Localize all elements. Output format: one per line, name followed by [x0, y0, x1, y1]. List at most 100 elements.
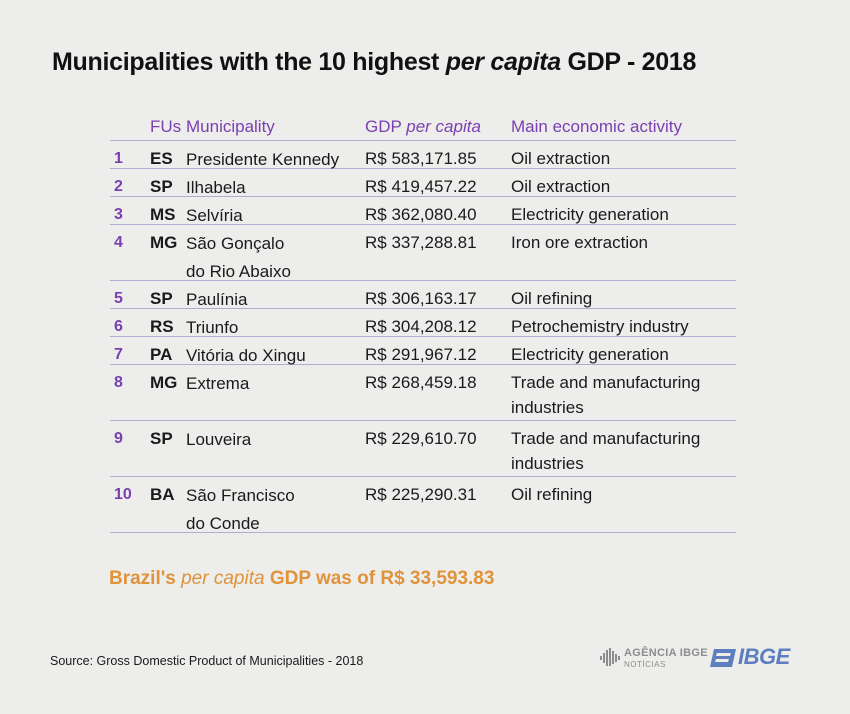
table-row: 6 RS R$ 304,208.12 Triunfo Petrochemistry in…	[110, 309, 736, 337]
municipality-cell-line: Vitória do Xingu	[186, 346, 306, 365]
activity-cell-line: Electricity generation	[511, 345, 669, 364]
gdp-cell: R$ 225,290.31	[365, 485, 477, 504]
municipality-cell: Paulínia	[186, 286, 247, 314]
fu-cell: MG	[150, 233, 178, 252]
fu-cell: SP	[150, 177, 173, 196]
activity-cell-line: Trade and manufacturing	[511, 373, 701, 392]
rank-cell: 6	[114, 318, 123, 335]
table-row: 10 BA R$ 225,290.31 São Francisco do Conde Oi…	[110, 477, 736, 533]
agencia-logo-subtext: NOTÍCIAS	[624, 660, 666, 669]
agencia-bars-icon	[600, 648, 620, 666]
municipality-cell: Vitória do Xingu	[186, 342, 306, 370]
activity-cell: Electricity generation	[511, 202, 669, 227]
fu-cell: ES	[150, 149, 173, 168]
municipality-cell-line: Extrema	[186, 374, 250, 393]
gdp-cell: R$ 268,459.18	[365, 373, 477, 392]
rank-cell: 4	[114, 234, 123, 251]
fu-cell: SP	[150, 429, 173, 448]
activity-cell-line: Oil extraction	[511, 177, 611, 196]
title-italic: per capita	[445, 48, 561, 76]
gdp-cell: R$ 583,171.85	[365, 149, 477, 168]
fu-cell: PA	[150, 345, 173, 364]
municipality-cell: Presidente Kennedy	[186, 146, 339, 174]
table-row: 5 SP R$ 306,163.17 Paulínia Oil refining	[110, 281, 736, 309]
municipality-cell-line: Triunfo	[186, 318, 239, 337]
rank-cell: 3	[114, 206, 123, 223]
gdp-cell: R$ 362,080.40	[365, 205, 477, 224]
activity-cell: Oil extraction	[511, 174, 610, 199]
table-row: 8 MG R$ 268,459.18 Extrema Trade and manufac…	[110, 365, 736, 421]
summary-text-end: GDP was of R$ 33,593.83	[264, 568, 495, 589]
municipality-cell: Selvíria	[186, 202, 243, 230]
municipality-cell-line: Paulínia	[186, 290, 248, 309]
fu-cell: MG	[150, 373, 178, 392]
activity-cell-line: Iron ore extraction	[511, 233, 649, 252]
municipality-cell-line: do Rio Abaixo	[186, 262, 291, 281]
table-row: 9 SP R$ 229,610.70 Louveira Trade and manufa…	[110, 421, 736, 477]
rank-cell: 5	[114, 290, 123, 307]
gdp-cell: R$ 306,163.17	[365, 289, 477, 308]
table-body: 1 ES R$ 583,171.85 Presidente Kennedy Oil ex…	[110, 141, 736, 533]
activity-cell-line: Electricity generation	[511, 205, 669, 224]
chart-title: Municipalities with the 10 highest per c…	[52, 48, 696, 77]
table-header: FUs Municipality GDP per capita Main eco…	[110, 112, 736, 141]
ibge-mark-icon	[710, 649, 736, 667]
municipality-cell: Ilhabela	[186, 174, 246, 202]
fu-cell: RS	[150, 317, 174, 336]
activity-cell: Trade and manufacturing industries	[511, 426, 700, 476]
gdp-cell: R$ 304,208.12	[365, 317, 477, 336]
ibge-logo-text: IBGE	[738, 644, 790, 669]
activity-cell: Oil refining	[511, 482, 592, 507]
activity-cell: Trade and manufacturing industries	[511, 370, 700, 420]
activity-cell-line: Oil refining	[511, 485, 593, 504]
activity-cell: Iron ore extraction	[511, 230, 648, 255]
municipality-cell: São Francisco do Conde	[186, 482, 295, 538]
municipality-cell-line: Ilhabela	[186, 178, 246, 197]
table-row: 4 MG R$ 337,288.81 São Gonçalo do Rio Abaixo…	[110, 225, 736, 281]
gdp-table: FUs Municipality GDP per capita Main eco…	[110, 112, 736, 533]
header-fus: FUs	[150, 117, 182, 136]
agencia-ibge-logo: AGÊNCIA IBGE NOTÍCIAS	[600, 645, 708, 671]
header-gdp: GDP per capita	[365, 117, 481, 137]
table-row: 3 MS R$ 362,080.40 Selvíria Electricity gene…	[110, 197, 736, 225]
title-text: Municipalities with the 10 highest	[52, 48, 446, 76]
municipality-cell: Louveira	[186, 426, 251, 454]
summary-text: Brazil's	[109, 568, 182, 589]
fu-cell: MS	[150, 205, 176, 224]
fu-cell: BA	[150, 485, 175, 504]
fu-cell: SP	[150, 289, 173, 308]
table-row: 7 PA R$ 291,967.12 Vitória do Xingu Electric…	[110, 337, 736, 365]
header-municipality: Municipality	[186, 117, 275, 136]
rank-cell: 2	[114, 178, 123, 195]
municipality-cell-line: São Francisco	[186, 486, 295, 505]
municipality-cell-line: São Gonçalo	[186, 234, 285, 253]
activity-cell-line: Petrochemistry industry	[511, 317, 689, 336]
table-row: 1 ES R$ 583,171.85 Presidente Kennedy Oil ex…	[110, 141, 736, 169]
header-gdp-italic: per capita	[406, 117, 481, 136]
rank-cell: 8	[114, 374, 123, 391]
municipality-cell-line: Selvíria	[186, 206, 243, 225]
municipality-cell-line: do Conde	[186, 514, 260, 533]
activity-cell: Oil extraction	[511, 146, 610, 171]
summary-italic: per capita	[181, 568, 265, 589]
header-gdp-prefix: GDP	[365, 117, 407, 136]
source-note: Source: Gross Domestic Product of Munici…	[50, 654, 364, 668]
brazil-summary: Brazil's per capita GDP was of R$ 33,593…	[109, 568, 494, 590]
gdp-cell: R$ 229,610.70	[365, 429, 477, 448]
activity-cell: Petrochemistry industry	[511, 314, 689, 339]
municipality-cell-line: Louveira	[186, 430, 252, 449]
gdp-cell: R$ 337,288.81	[365, 233, 477, 252]
rank-cell: 9	[114, 430, 123, 447]
activity-cell-line: Oil extraction	[511, 149, 611, 168]
table-row: 2 SP R$ 419,457.22 Ilhabela Oil extraction	[110, 169, 736, 197]
rank-cell: 1	[114, 150, 123, 167]
header-activity: Main economic activity	[511, 117, 683, 136]
activity-cell-line: industries	[511, 398, 584, 417]
activity-cell: Oil refining	[511, 286, 592, 311]
activity-cell-line: Oil refining	[511, 289, 593, 308]
municipality-cell-line: Presidente Kennedy	[186, 150, 340, 169]
title-text-end: GDP - 2018	[560, 48, 697, 76]
gdp-cell: R$ 291,967.12	[365, 345, 477, 364]
activity-cell: Electricity generation	[511, 342, 669, 367]
rank-cell: 10	[114, 486, 132, 503]
